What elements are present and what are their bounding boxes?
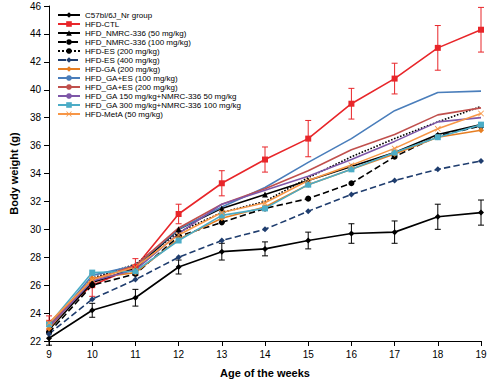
svg-text:46: 46 — [30, 1, 42, 12]
svg-text:13: 13 — [216, 349, 228, 360]
svg-text:34: 34 — [30, 168, 42, 179]
svg-text:26: 26 — [30, 280, 42, 291]
svg-text:HFD_GA 300 mg/kg+NMRC-336 100: HFD_GA 300 mg/kg+NMRC-336 100 mg/kg — [85, 101, 241, 110]
svg-text:22: 22 — [30, 336, 42, 347]
svg-text:HFD_NMRC-336 (100 mg/kg): HFD_NMRC-336 (100 mg/kg) — [85, 38, 191, 47]
svg-text:HFD-CTL: HFD-CTL — [85, 20, 120, 29]
svg-text:38: 38 — [30, 112, 42, 123]
svg-text:C57bl/6J_Nr group: C57bl/6J_Nr group — [85, 11, 153, 20]
svg-text:40: 40 — [30, 84, 42, 95]
svg-text:HFD-ES (200 mg/kg): HFD-ES (200 mg/kg) — [85, 47, 160, 56]
svg-text:11: 11 — [130, 349, 141, 360]
svg-text:28: 28 — [30, 252, 42, 263]
svg-text:16: 16 — [346, 349, 358, 360]
svg-text:14: 14 — [259, 349, 271, 360]
svg-text:HFD-MetA (50 mg/kg): HFD-MetA (50 mg/kg) — [85, 110, 163, 119]
svg-text:15: 15 — [303, 349, 315, 360]
svg-text:17: 17 — [389, 349, 401, 360]
svg-text:36: 36 — [30, 140, 42, 151]
svg-text:Age of the weeks: Age of the weeks — [220, 367, 310, 379]
svg-text:HFD_NMRC-336 (50 mg/kg): HFD_NMRC-336 (50 mg/kg) — [85, 29, 187, 38]
svg-text:Body weight (g): Body weight (g) — [8, 132, 20, 215]
svg-text:42: 42 — [30, 56, 42, 67]
svg-text:18: 18 — [432, 349, 444, 360]
svg-text:44: 44 — [30, 28, 42, 39]
svg-text:HFD-GA (200 mg/kg): HFD-GA (200 mg/kg) — [85, 65, 160, 74]
svg-text:9: 9 — [46, 349, 52, 360]
svg-text:24: 24 — [30, 308, 42, 319]
svg-text:HFD_GA 150 mg/kg+NMRC-336 50 m: HFD_GA 150 mg/kg+NMRC-336 50 mg/kg — [85, 92, 236, 101]
svg-text:HFD-ES (400 mg/kg): HFD-ES (400 mg/kg) — [85, 56, 160, 65]
svg-text:10: 10 — [87, 349, 99, 360]
svg-text:HFD_GA+ES (200 mg/kg): HFD_GA+ES (200 mg/kg) — [85, 83, 178, 92]
svg-text:32: 32 — [30, 196, 42, 207]
svg-text:12: 12 — [173, 349, 185, 360]
svg-text:HFD_GA+ES (100 mg/kg): HFD_GA+ES (100 mg/kg) — [85, 74, 178, 83]
svg-text:19: 19 — [475, 349, 487, 360]
svg-text:30: 30 — [30, 224, 42, 235]
